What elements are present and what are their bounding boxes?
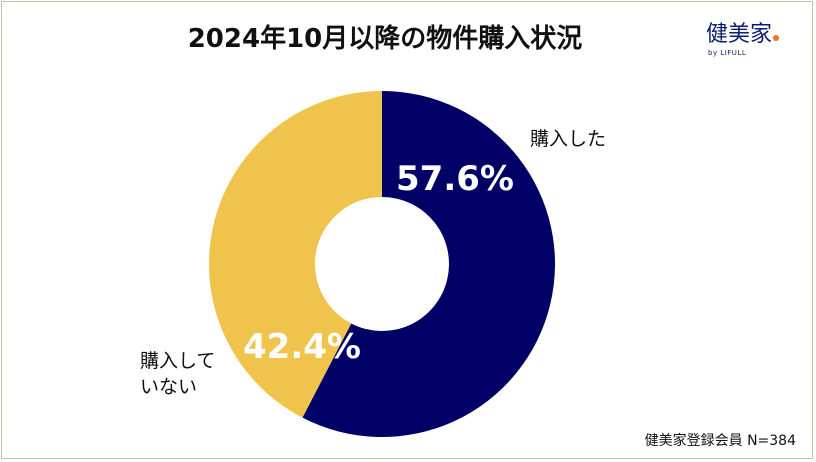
legend-label-bought: 購入した <box>530 128 607 150</box>
slice-value-label-bought: 57.6% <box>396 159 514 199</box>
logo-subtitle: by LIFULL <box>708 49 747 57</box>
sample-size-note: 健美家登録会員 N=384 <box>644 433 796 449</box>
brand-logo: 健美家 by LIFULL <box>706 16 802 57</box>
legend-label-not-bought: 購入していない <box>140 350 216 398</box>
donut-slice-labels: 57.6% 42.4% <box>243 159 514 367</box>
logo-dot-icon <box>773 35 780 41</box>
donut-slice-bought <box>302 91 555 437</box>
donut-slice-not-bought <box>208 90 382 418</box>
slice-value-label-not-bought: 42.4% <box>243 327 361 367</box>
logo-text: 健美家 <box>706 22 773 47</box>
donut-slices <box>208 90 555 437</box>
logo-wordmark: 健美家 <box>706 16 802 48</box>
chart-title: 2024年10月以降の物件購入状況 <box>187 24 583 54</box>
